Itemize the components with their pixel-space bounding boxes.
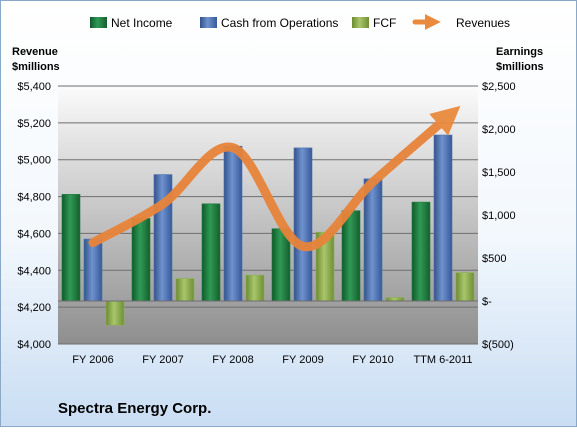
legend-swatch-cash-from-operations: [200, 17, 217, 28]
legend-label-fcf: FCF: [373, 16, 396, 30]
bar-cash-from-operations-fy-2006: [83, 238, 103, 302]
x-tick-label: FY 2008: [212, 354, 253, 366]
x-axis-ticks: FY 2006 FY 2007 FY 2008 FY 2009 FY 2010 TTM 6…: [72, 354, 472, 366]
point-revenues-ttm-6-2011: [442, 120, 444, 122]
x-tick-label: FY 2006: [72, 354, 113, 366]
legend-swatch-net-income: [90, 17, 107, 28]
legend-label-cash-from-operations: Cash from Operations: [221, 16, 338, 30]
bar-net-income-fy-2007: [131, 218, 151, 302]
bar-net-income-fy-2008: [201, 203, 221, 302]
left-tick-label: $4,600: [17, 228, 51, 240]
right-axis-label-line1: Earnings: [496, 46, 543, 58]
bar-net-income-ttm-6-2011: [411, 201, 431, 302]
bar-fcf-fy-2010: [385, 297, 405, 302]
bar-fcf-fy-2006: [105, 300, 125, 326]
right-tick-label: $-: [482, 296, 492, 308]
revenue-line: [88, 105, 461, 252]
chart-title: Spectra Energy Corp.: [58, 400, 211, 417]
left-axis-ticks: $4,000 $4,200 $4,400 $4,600 $4,800 $5,000 $5,2…: [17, 81, 51, 351]
gridlines: [58, 85, 478, 345]
right-tick-label: $(500): [482, 339, 514, 351]
point-revenues-fy-2009: [302, 245, 304, 247]
legend-swatch-fcf: [352, 17, 369, 28]
point-revenues-fy-2007: [162, 203, 164, 205]
left-tick-label: $4,000: [17, 339, 51, 351]
right-tick-label: $500: [482, 253, 506, 265]
right-tick-label: $2,500: [482, 81, 516, 93]
x-tick-label: FY 2009: [282, 354, 323, 366]
x-tick-label: FY 2007: [142, 354, 183, 366]
point-revenues-fy-2010: [372, 181, 374, 183]
bar-cash-from-operations-ttm-6-2011: [433, 134, 453, 302]
point-revenues-fy-2006: [92, 242, 94, 244]
legend-label-net-income: Net Income: [111, 16, 173, 30]
right-axis-ticks: $(500) $- $500 $1,000 $1,500 $2,000 $2,500: [482, 81, 516, 351]
left-axis-label-line2: $millions: [12, 61, 60, 73]
bar-fcf-ttm-6-2011: [455, 272, 475, 302]
bar-net-income-fy-2006: [61, 194, 81, 302]
point-revenues-fy-2008: [232, 147, 234, 149]
bar-series: [58, 134, 478, 326]
bar-cash-from-operations-fy-2009: [293, 147, 313, 302]
left-tick-label: $5,200: [17, 118, 51, 130]
bar-fcf-fy-2007: [175, 278, 195, 302]
x-tick-label: TTM 6-2011: [413, 354, 472, 366]
right-tick-label: $1,000: [482, 210, 516, 222]
left-tick-label: $4,200: [17, 302, 51, 314]
bar-net-income-fy-2010: [341, 210, 361, 302]
left-tick-label: $5,000: [17, 155, 51, 167]
right-tick-label: $1,500: [482, 167, 516, 179]
legend-label-revenues: Revenues: [456, 16, 510, 30]
bar-fcf-fy-2008: [245, 274, 265, 302]
right-axis-label-line2: $millions: [496, 61, 544, 73]
bar-cash-from-operations-fy-2008: [223, 145, 243, 302]
left-tick-label: $4,800: [17, 192, 51, 204]
left-tick-label: $4,400: [17, 265, 51, 277]
x-tick-label: FY 2010: [352, 354, 393, 366]
legend: Net Income Cash from Operations FCF Reve…: [90, 13, 510, 31]
right-tick-label: $2,000: [482, 124, 516, 136]
left-tick-label: $5,400: [17, 81, 51, 93]
left-axis-label-line1: Revenue: [12, 46, 58, 58]
bar-cash-from-operations-fy-2010: [363, 178, 383, 302]
